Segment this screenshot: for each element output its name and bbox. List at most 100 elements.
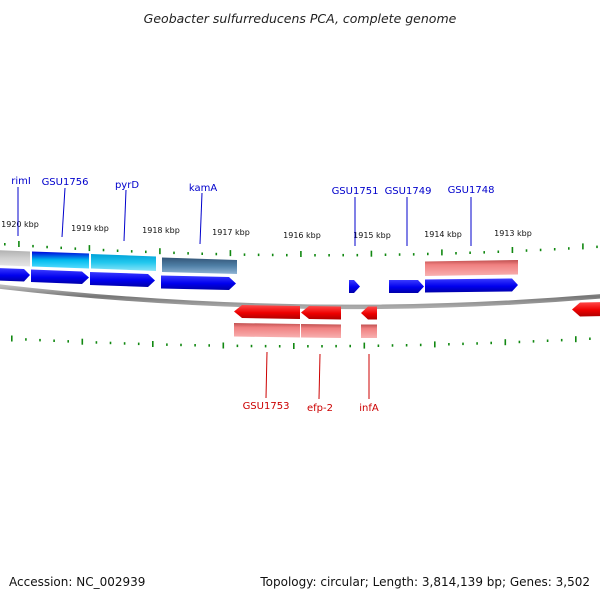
forward-strand-genes [0, 268, 518, 293]
gene-label-infA[interactable]: infA [359, 403, 379, 414]
scale-tick [525, 249, 528, 252]
scale-tick [377, 344, 380, 347]
gene-arrow-efp-2[interactable] [301, 306, 341, 320]
scale-tick [412, 253, 415, 256]
gene-label-efp-2[interactable]: efp-2 [307, 403, 333, 414]
scale-tick [208, 344, 210, 347]
scale-label: 1918 kbp [142, 226, 180, 235]
scale-label: 1917 kbp [212, 228, 250, 237]
scale-tick [229, 250, 232, 257]
gene-label-GSU1748[interactable]: GSU1748 [448, 185, 495, 196]
scale-tick [441, 249, 443, 256]
scale-tick [335, 344, 337, 348]
scale-tick [483, 251, 485, 254]
scale-tick [596, 245, 598, 249]
label-leader-line [61, 187, 66, 238]
reverse-strand-genes [234, 302, 600, 320]
gene-label-rimI[interactable]: rimI [11, 176, 31, 187]
scale-tick [405, 344, 408, 347]
scale-tick [60, 246, 62, 250]
label-leader-line [265, 351, 268, 399]
scale-tick [264, 344, 267, 348]
scale-tick [560, 338, 563, 342]
scale-tick [88, 245, 91, 252]
scale-tick [102, 248, 105, 252]
gene-label-GSU1749[interactable]: GSU1749 [385, 186, 432, 197]
scale-tick [546, 339, 549, 342]
gene-label-GSU1751[interactable]: GSU1751 [332, 186, 379, 197]
scale-tick [427, 252, 429, 256]
scale-tick [81, 338, 84, 345]
gene-arrow-GSU1749[interactable] [389, 280, 424, 293]
scale-tick [243, 253, 246, 256]
gene-label-pyrD[interactable]: pyrD [115, 180, 139, 191]
gene-arrow-GSU1751[interactable] [349, 280, 360, 293]
scale-tick [39, 338, 41, 342]
pink-feature-band [425, 260, 518, 276]
scale-tick [568, 247, 570, 250]
scale-tick [504, 339, 507, 346]
scale-tick [490, 341, 492, 345]
scale-label: 1914 kbp [424, 230, 462, 239]
gene-arrow-kamA[interactable] [161, 275, 236, 291]
gray-feature-band [0, 250, 30, 267]
scale-tick [166, 343, 168, 346]
scale-tick [448, 343, 450, 346]
scale-tick [116, 249, 119, 252]
scale-tick [286, 253, 288, 257]
gene-arrow-GSU1748[interactable] [425, 278, 518, 293]
scale-tick [398, 253, 401, 256]
scale-tick [575, 336, 577, 343]
scale-tick [109, 341, 112, 345]
scale-tick [314, 254, 316, 257]
label-leader-line [318, 353, 321, 400]
reverse-gene-labels [265, 351, 370, 400]
scale-tick [469, 251, 471, 254]
label-leader-line [123, 189, 127, 242]
scale-tick [145, 250, 147, 254]
gene-label-GSU1753[interactable]: GSU1753 [243, 401, 290, 412]
gene-arrow-pyrD[interactable] [90, 272, 155, 287]
reverse-gene-label-texts: GSU1753 efp-2 infA [243, 401, 379, 414]
scale-tick [497, 250, 500, 253]
scale-tick [18, 241, 20, 247]
scale-tick [95, 341, 98, 344]
scale-tick [328, 254, 330, 257]
gene-arrow-offscreen[interactable] [572, 302, 600, 317]
gene-arrow-infA[interactable] [361, 306, 377, 320]
gene-arrow-rimI[interactable] [0, 268, 30, 282]
scale-tick [511, 247, 514, 253]
scale-tick [53, 339, 55, 342]
scale-tick [553, 248, 556, 251]
scale-tick [32, 244, 34, 248]
forward-feature-bands [0, 250, 518, 276]
pink-feature-band [361, 324, 377, 338]
pink-feature-band [301, 324, 341, 338]
scale-tick [370, 250, 373, 257]
forward-gene-label-texts: rimI GSU1756 pyrD kamA GSU1751 GSU1749 G… [11, 176, 494, 197]
scale-labels: 1920 kbp 1919 kbp 1918 kbp 1917 kbp 1916… [1, 220, 532, 240]
inner-scale-ticks [11, 335, 591, 349]
gene-arrow-GSU1756[interactable] [31, 269, 89, 285]
scale-tick [159, 248, 161, 255]
topology-text: Topology: circular; Length: 3,814,139 bp… [259, 575, 590, 589]
scale-tick [222, 342, 225, 349]
blue-feature-band [32, 251, 89, 269]
scale-tick [137, 342, 140, 346]
gene-label-GSU1756[interactable]: GSU1756 [42, 177, 89, 188]
scale-tick [589, 337, 591, 340]
scale-tick [539, 248, 542, 252]
scale-tick [74, 247, 77, 250]
scale-tick [67, 340, 69, 343]
reverse-feature-bands [234, 323, 377, 338]
scale-tick [518, 340, 521, 344]
outer-scale-ticks [4, 241, 598, 257]
gene-label-kamA[interactable]: kamA [189, 183, 217, 194]
gene-arrow-GSU1753[interactable] [234, 305, 300, 319]
scale-label: 1915 kbp [353, 231, 391, 240]
scale-label: 1920 kbp [1, 220, 39, 229]
steel-feature-band [162, 257, 237, 274]
scale-tick [201, 252, 203, 255]
scale-tick [173, 251, 175, 255]
